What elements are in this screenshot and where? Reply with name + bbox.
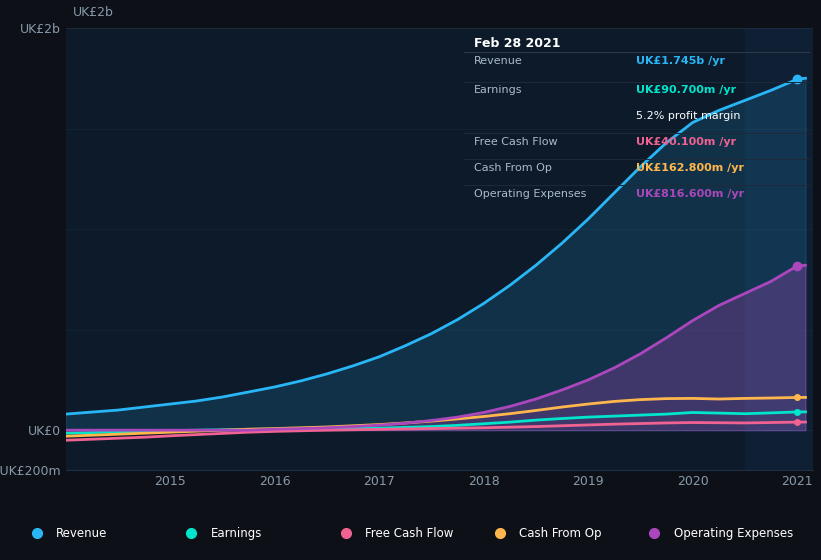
Text: Cash From Op: Cash From Op	[475, 163, 552, 173]
Text: 5.2% profit margin: 5.2% profit margin	[636, 111, 741, 121]
Text: Cash From Op: Cash From Op	[520, 527, 602, 540]
Text: UK£162.800m /yr: UK£162.800m /yr	[636, 163, 745, 173]
Text: Revenue: Revenue	[57, 527, 108, 540]
Text: Feb 28 2021: Feb 28 2021	[475, 37, 561, 50]
Text: Earnings: Earnings	[475, 85, 523, 95]
Text: Free Cash Flow: Free Cash Flow	[475, 137, 557, 147]
Text: Free Cash Flow: Free Cash Flow	[365, 527, 453, 540]
Text: UK£40.100m /yr: UK£40.100m /yr	[636, 137, 736, 147]
Text: Operating Expenses: Operating Expenses	[674, 527, 793, 540]
Bar	[745, 28, 813, 470]
Text: Revenue: Revenue	[475, 55, 523, 66]
Text: UK£90.700m /yr: UK£90.700m /yr	[636, 85, 736, 95]
Text: UK£1.745b /yr: UK£1.745b /yr	[636, 55, 725, 66]
Text: UK£2b: UK£2b	[73, 6, 114, 19]
Text: Earnings: Earnings	[211, 527, 262, 540]
Text: Operating Expenses: Operating Expenses	[475, 189, 586, 199]
Text: UK£816.600m /yr: UK£816.600m /yr	[636, 189, 745, 199]
